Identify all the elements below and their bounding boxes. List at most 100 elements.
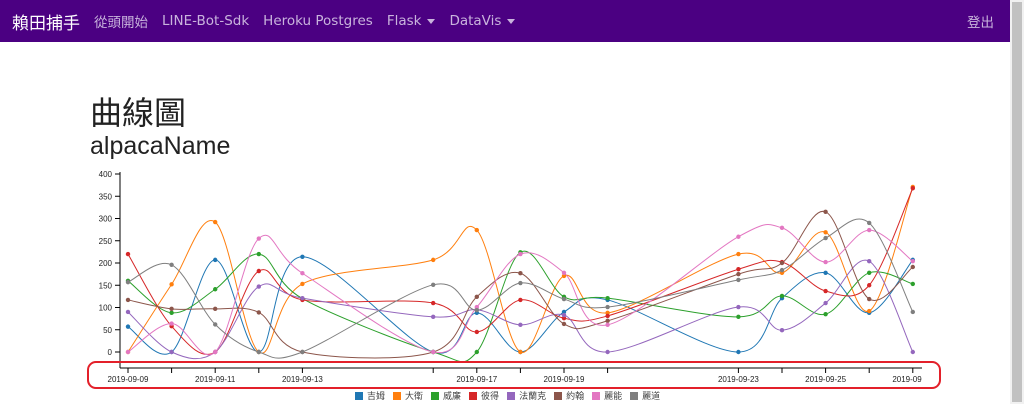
y-tick: 200	[99, 259, 120, 268]
y-tick: 300	[99, 215, 120, 224]
data-point	[736, 349, 741, 355]
data-point	[125, 251, 131, 257]
data-point	[518, 322, 523, 328]
data-point	[256, 251, 261, 257]
legend-label: 威廉	[443, 392, 462, 402]
y-tick: 100	[99, 304, 120, 313]
data-point	[736, 234, 741, 239]
y-tick: 250	[99, 237, 120, 246]
y-tick-label: 400	[99, 170, 113, 179]
data-point	[736, 277, 741, 283]
series-line-7	[127, 218, 914, 359]
data-point	[605, 313, 610, 319]
nav-dropdown-flask[interactable]: Flask	[387, 13, 436, 29]
data-point	[256, 310, 261, 315]
data-point	[910, 349, 915, 355]
data-point	[561, 273, 567, 279]
data-point	[474, 294, 479, 300]
legend-swatch	[431, 391, 440, 400]
scrollbar-thumb[interactable]	[1012, 2, 1022, 402]
legend-swatch	[469, 391, 478, 400]
data-point	[779, 225, 785, 231]
data-point	[867, 259, 872, 264]
page-subtitle: alpacaName	[90, 132, 231, 160]
data-point	[823, 259, 828, 265]
data-point	[300, 271, 305, 276]
data-point	[910, 264, 915, 270]
y-tick: 0	[108, 348, 120, 357]
data-point	[431, 314, 436, 320]
data-point	[300, 254, 305, 259]
data-point	[561, 315, 567, 321]
nav-dropdown-datavis[interactable]: DataVis	[449, 13, 516, 29]
scrollbar[interactable]	[1010, 0, 1024, 404]
y-tick: 50	[103, 326, 120, 335]
y-tick: 150	[99, 281, 120, 290]
nav-link-start[interactable]: 從頭開始	[94, 11, 148, 31]
data-point	[910, 281, 915, 287]
legend: 吉姆 大衛 威廉 彼得 法蘭克 約翰 麗能 麗道	[355, 389, 668, 402]
x-tick: 2019-09-17	[456, 375, 497, 384]
data-point	[256, 268, 261, 274]
data-point	[823, 288, 828, 294]
x-tick-label: 2019-09-13	[282, 375, 323, 384]
legend-item: 彼得	[469, 389, 499, 402]
series-line-4	[127, 259, 914, 360]
data-point	[779, 327, 785, 333]
data-point	[823, 270, 828, 275]
legend-swatch	[630, 391, 639, 400]
legend-label: 約翰	[566, 392, 585, 402]
data-point	[867, 220, 872, 226]
legend-swatch	[554, 391, 563, 400]
data-point	[474, 304, 479, 310]
data-point	[431, 257, 436, 263]
x-tick-label: 2019-09-11	[195, 375, 236, 384]
y-tick-label: 250	[99, 237, 113, 246]
y-tick-label: 200	[99, 259, 113, 268]
legend-item: 大衛	[393, 389, 423, 402]
series-line-0	[127, 256, 914, 355]
data-point	[561, 312, 567, 318]
y-axis: 0 50 100 150 200 250 300 350 400	[99, 170, 121, 368]
data-point	[125, 309, 131, 315]
data-point	[823, 230, 828, 235]
data-point	[300, 295, 305, 301]
legend-label: 彼得	[481, 392, 500, 402]
legend-item: 法蘭克	[507, 389, 546, 402]
x-tick: 2019-09-19	[544, 375, 585, 384]
data-point	[169, 282, 174, 287]
x-tick-label: 2019-09-17	[456, 375, 497, 384]
legend-label: 大衛	[405, 392, 424, 402]
data-point	[605, 310, 610, 316]
brand-link[interactable]: 賴田捕手	[12, 13, 80, 34]
logout-link[interactable]: 登出	[967, 15, 994, 31]
data-point	[867, 296, 872, 302]
y-tick-label: 50	[103, 326, 112, 335]
data-point	[518, 271, 523, 276]
nav-link-label: LINE-Bot-Sdk	[162, 13, 250, 29]
data-point	[474, 227, 479, 233]
data-point	[431, 300, 436, 306]
x-tick: 2019-09-09	[108, 375, 149, 384]
legend-swatch	[507, 391, 516, 400]
legend-item: 約翰	[554, 389, 584, 402]
data-point	[169, 310, 174, 316]
data-point	[910, 259, 915, 264]
x-tick-label: 2019-09-19	[544, 375, 585, 384]
data-point	[736, 314, 741, 320]
legend-label: 吉姆	[367, 392, 386, 402]
caret-down-icon	[507, 18, 516, 24]
nav-link-heroku-postgres[interactable]: Heroku Postgres	[263, 13, 373, 29]
x-tick-label: 2019-09-23	[718, 375, 759, 384]
nav-link-label: 從頭開始	[94, 15, 148, 31]
data-point	[823, 311, 828, 317]
data-point	[125, 349, 131, 355]
nav-link-line-bot-sdk[interactable]: LINE-Bot-Sdk	[162, 13, 249, 29]
data-point	[431, 349, 436, 355]
data-point	[518, 251, 523, 257]
data-point	[605, 304, 610, 310]
data-point	[256, 236, 261, 241]
data-point	[561, 309, 567, 315]
nav-link-label: DataVis	[449, 13, 502, 29]
x-tick: 2019-09-27	[892, 375, 922, 384]
